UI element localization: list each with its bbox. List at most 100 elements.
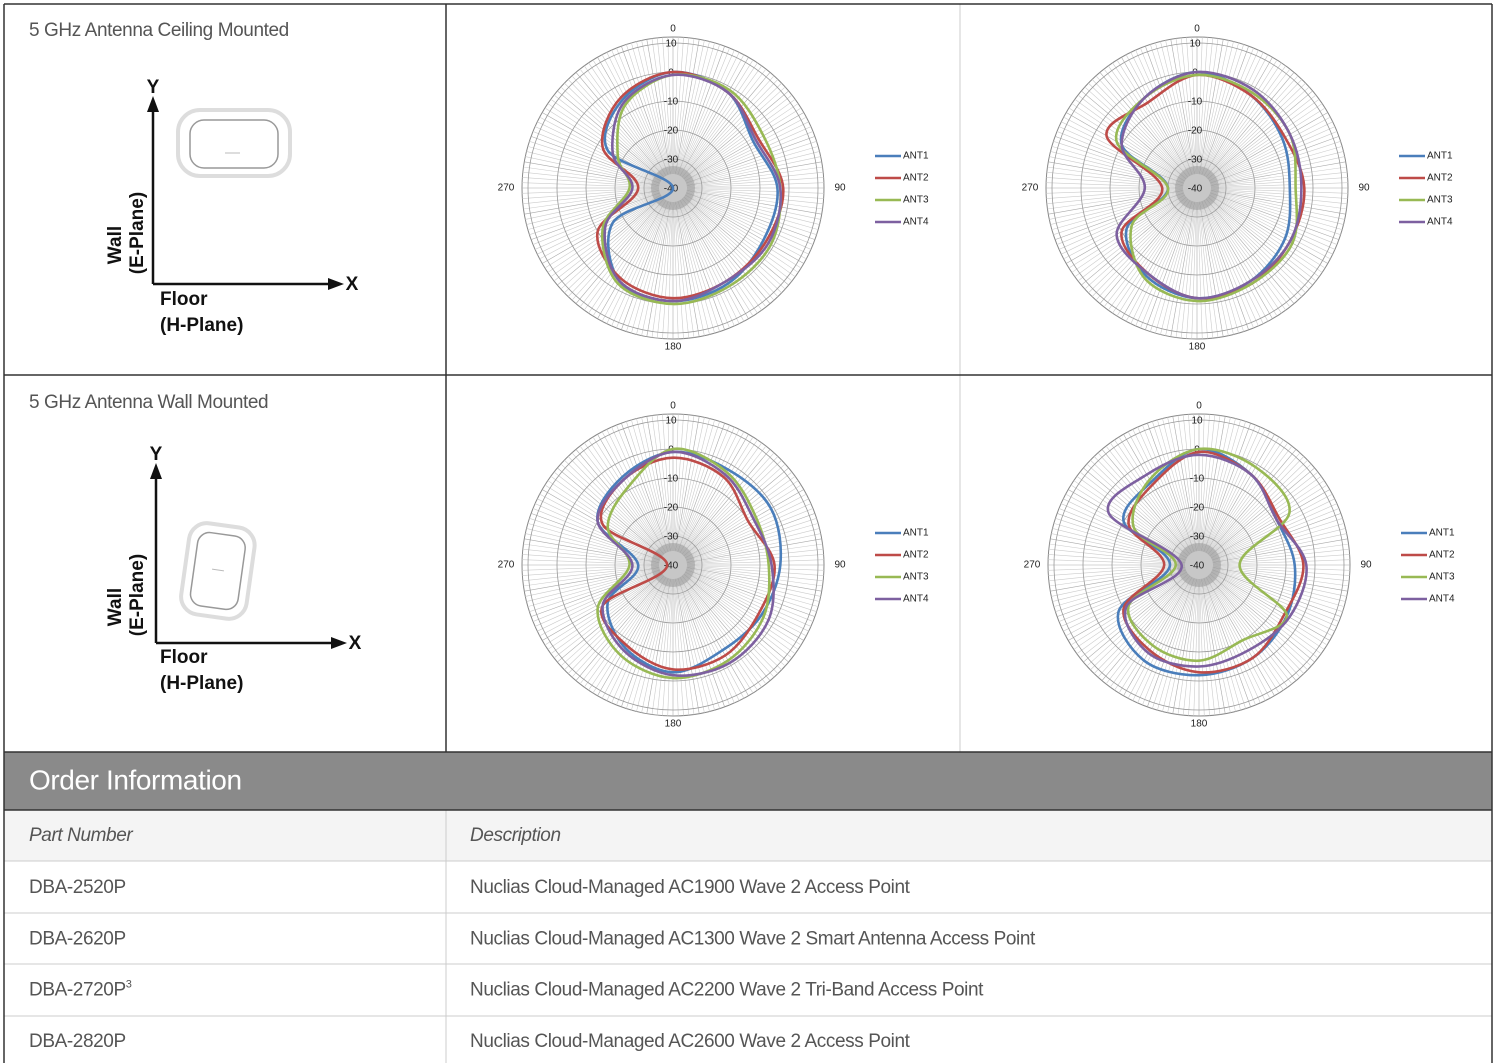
- spoke: [1165, 201, 1195, 336]
- spoke: [534, 570, 661, 627]
- part-number: DBA-2520P: [29, 877, 126, 898]
- spoke: [560, 574, 663, 667]
- spoke: [1209, 131, 1338, 184]
- floor-plane: (H-Plane): [160, 315, 243, 336]
- spoke: [1135, 200, 1192, 327]
- spoke: [651, 578, 672, 715]
- spoke: [1208, 107, 1326, 181]
- spoke: [675, 201, 700, 337]
- spoke: [606, 577, 668, 701]
- spoke: [674, 201, 695, 338]
- spoke: [1048, 554, 1186, 565]
- spoke: [680, 62, 758, 177]
- spoke: [676, 578, 710, 712]
- spoke: [571, 452, 664, 555]
- spoke: [526, 568, 660, 602]
- spoke: [683, 197, 786, 290]
- spoke: [1207, 445, 1293, 555]
- spoke: [1103, 68, 1189, 178]
- spoke: [1212, 567, 1347, 597]
- spoke: [526, 528, 660, 562]
- spoke: [1208, 452, 1301, 555]
- angle-tick-label: 90: [1358, 183, 1370, 194]
- spoke: [1116, 59, 1190, 177]
- arrow: [331, 637, 347, 649]
- spoke: [1097, 575, 1190, 678]
- spoke: [684, 484, 802, 558]
- spoke: [673, 37, 679, 175]
- table-header: Part Number: [29, 825, 133, 846]
- spoke: [631, 201, 670, 334]
- spoke: [1205, 577, 1271, 699]
- spoke: [1202, 578, 1241, 711]
- spoke: [588, 62, 666, 177]
- spoke: [560, 86, 663, 179]
- grid-ring: [1109, 100, 1285, 276]
- spoke: [557, 90, 663, 180]
- spoke: [560, 197, 663, 290]
- spoke: [1090, 574, 1190, 671]
- spoke: [1211, 498, 1335, 560]
- spoke: [1203, 57, 1273, 177]
- spoke: [684, 476, 796, 558]
- spoke: [651, 201, 672, 338]
- legend-label: ANT1: [903, 528, 929, 539]
- spoke: [678, 49, 735, 176]
- spoke: [1167, 578, 1197, 713]
- spoke: [641, 417, 671, 552]
- spoke: [677, 578, 725, 707]
- section-title: 5 GHz Antenna Ceiling Mounted: [29, 20, 289, 41]
- spoke: [679, 434, 749, 554]
- spoke: [531, 136, 660, 184]
- spoke: [1105, 445, 1191, 555]
- spoke: [685, 498, 809, 560]
- spoke: [1204, 199, 1282, 314]
- spoke: [1186, 37, 1197, 175]
- spoke: [1197, 37, 1203, 175]
- spoke: [1108, 199, 1190, 311]
- spoke: [611, 426, 668, 553]
- spoke: [1060, 570, 1187, 627]
- grid-ring: [1051, 42, 1343, 334]
- spoke: [1208, 574, 1305, 674]
- spoke: [678, 429, 740, 553]
- r-tick-label: -20: [664, 503, 679, 514]
- spoke: [676, 42, 715, 175]
- spoke: [1095, 198, 1188, 301]
- spoke: [1200, 414, 1216, 552]
- spoke: [1205, 198, 1291, 308]
- description: Nuclias Cloud-Managed AC2200 Wave 2 Tri-…: [470, 980, 984, 1001]
- angle-tick-label: 270: [1024, 560, 1041, 571]
- spoke: [1210, 489, 1330, 559]
- legend-label: ANT1: [903, 151, 929, 162]
- spoke: [1197, 201, 1208, 339]
- spoke: [1201, 44, 1244, 175]
- spoke: [1212, 523, 1345, 562]
- r-tick-label: -10: [664, 474, 679, 485]
- r-tick-label: -40: [664, 561, 679, 572]
- description: Nuclias Cloud-Managed AC2600 Wave 2 Acce…: [470, 1031, 911, 1052]
- spoke: [1160, 201, 1194, 335]
- spoke: [550, 476, 662, 558]
- spoke: [1055, 136, 1184, 184]
- spoke: [532, 508, 661, 561]
- spoke: [1116, 199, 1190, 317]
- spoke: [1209, 573, 1319, 659]
- spoke: [1180, 37, 1196, 175]
- spoke: [686, 182, 824, 188]
- wall-plane: (E-Plane): [127, 554, 148, 636]
- spoke: [1209, 463, 1312, 556]
- spoke: [1208, 459, 1308, 556]
- series-line: [1106, 453, 1308, 668]
- spoke: [636, 201, 670, 335]
- spoke: [681, 449, 771, 555]
- spoke: [686, 554, 824, 565]
- spoke: [686, 190, 821, 220]
- spoke: [686, 188, 824, 194]
- spoke: [522, 559, 660, 565]
- spoke: [1121, 199, 1191, 319]
- spoke: [680, 576, 758, 691]
- spoke: [673, 37, 684, 175]
- spoke: [1210, 484, 1328, 558]
